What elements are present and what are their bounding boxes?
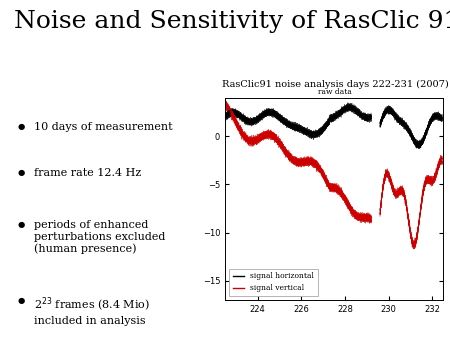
Text: ●: ● — [17, 296, 24, 305]
Text: periods of enhanced
perturbations excluded
(human presence): periods of enhanced perturbations exclud… — [34, 220, 166, 254]
Text: ●: ● — [17, 168, 24, 177]
Text: 10 days of measurement: 10 days of measurement — [34, 122, 173, 132]
Text: frame rate 12.4 Hz: frame rate 12.4 Hz — [34, 168, 141, 178]
Text: RasClic91 noise analysis days 222-231 (2007): RasClic91 noise analysis days 222-231 (2… — [222, 80, 449, 89]
Text: Noise and Sensitivity of RasClic 91: Noise and Sensitivity of RasClic 91 — [14, 10, 450, 33]
Text: ●: ● — [17, 122, 24, 131]
Text: ●: ● — [17, 220, 24, 229]
Text: 2$^{23}$ frames (8.4 Mio)
included in analysis: 2$^{23}$ frames (8.4 Mio) included in an… — [34, 296, 150, 326]
Legend: signal horizontal, signal vertical: signal horizontal, signal vertical — [229, 269, 318, 296]
Text: raw data: raw data — [318, 88, 352, 96]
